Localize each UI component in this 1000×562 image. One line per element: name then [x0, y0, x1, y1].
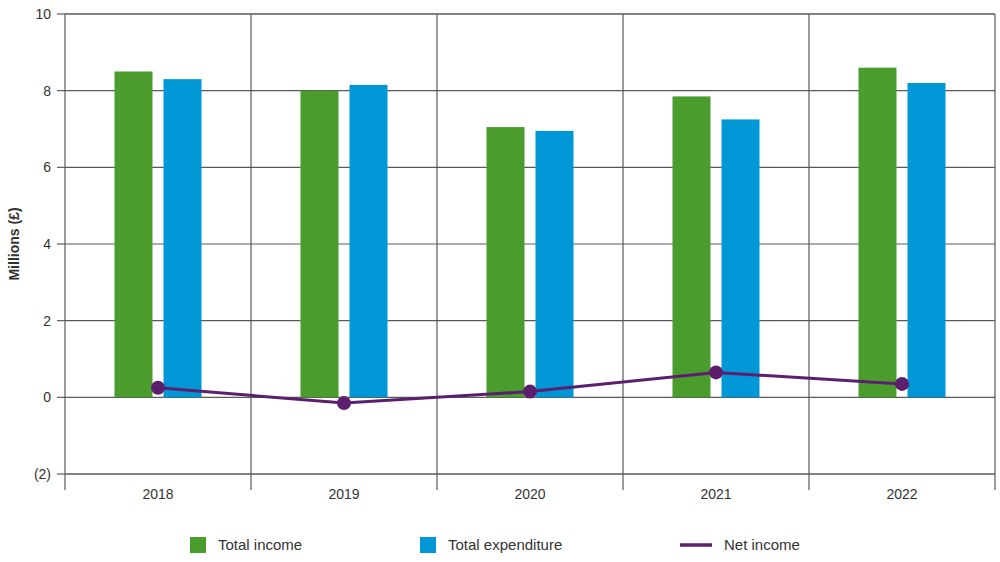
x-tick-label: 2018	[142, 486, 173, 502]
y-tick-label: 2	[43, 313, 51, 329]
bar	[673, 96, 711, 397]
frame-top	[65, 13, 995, 14]
bar	[859, 68, 897, 398]
grid-line	[65, 473, 995, 474]
y-tick-label: 10	[35, 6, 51, 22]
tick-mark	[57, 320, 65, 321]
tick-mark	[57, 167, 65, 168]
tick-mark	[57, 243, 65, 244]
line-marker	[709, 365, 723, 379]
y-axis-label: Millions (£)	[6, 207, 22, 280]
category-separator	[250, 14, 251, 490]
bar	[722, 119, 760, 397]
legend-label: Total expenditure	[448, 536, 562, 553]
line-marker	[337, 396, 351, 410]
bar	[487, 127, 525, 397]
legend-swatch	[190, 537, 206, 553]
line-marker	[151, 381, 165, 395]
y-tick-label: 4	[43, 236, 51, 252]
bar	[164, 79, 202, 397]
bar	[350, 85, 388, 397]
category-separator	[436, 14, 437, 490]
bar	[301, 91, 339, 398]
y-tick-label: (2)	[34, 466, 51, 482]
tick-mark	[57, 90, 65, 91]
marks	[115, 68, 946, 410]
grid-line	[65, 90, 995, 91]
line-marker	[523, 385, 537, 399]
grid-line	[65, 243, 995, 244]
x-tick-label: 2019	[328, 486, 359, 502]
chart-container: (2) 0 2 4 6 8 10 Millions (£) 2018 2019 2020 2021 20…	[0, 0, 1000, 562]
category-separator	[994, 14, 995, 490]
grid-line	[65, 13, 995, 14]
tick-mark	[57, 397, 65, 398]
legend-swatch	[420, 537, 436, 553]
grid-line	[65, 167, 995, 168]
legend-label: Total income	[218, 536, 302, 553]
legend: Total income Total expenditure Net income	[190, 536, 800, 553]
grid	[57, 14, 995, 490]
y-tick-label: 6	[43, 159, 51, 175]
x-tick-label: 2022	[886, 486, 917, 502]
line-marker	[895, 377, 909, 391]
bar	[115, 72, 153, 398]
grid-line	[65, 320, 995, 321]
tick-mark	[57, 473, 65, 474]
y-tick-label: 0	[43, 389, 51, 405]
line	[158, 372, 902, 403]
category-separator	[808, 14, 809, 490]
legend-swatch	[680, 543, 712, 547]
y-tick-label: 8	[43, 83, 51, 99]
x-axis-line	[65, 473, 995, 474]
category-separator	[622, 14, 623, 490]
chart-svg: (2) 0 2 4 6 8 10 Millions (£) 2018 2019 2020 2021 20…	[0, 0, 1000, 562]
x-tick-label: 2020	[514, 486, 545, 502]
x-tick-label: 2021	[700, 486, 731, 502]
legend-label: Net income	[724, 536, 800, 553]
tick-mark	[57, 13, 65, 14]
category-separator	[64, 14, 65, 490]
bar	[536, 131, 574, 397]
bar	[908, 83, 946, 397]
